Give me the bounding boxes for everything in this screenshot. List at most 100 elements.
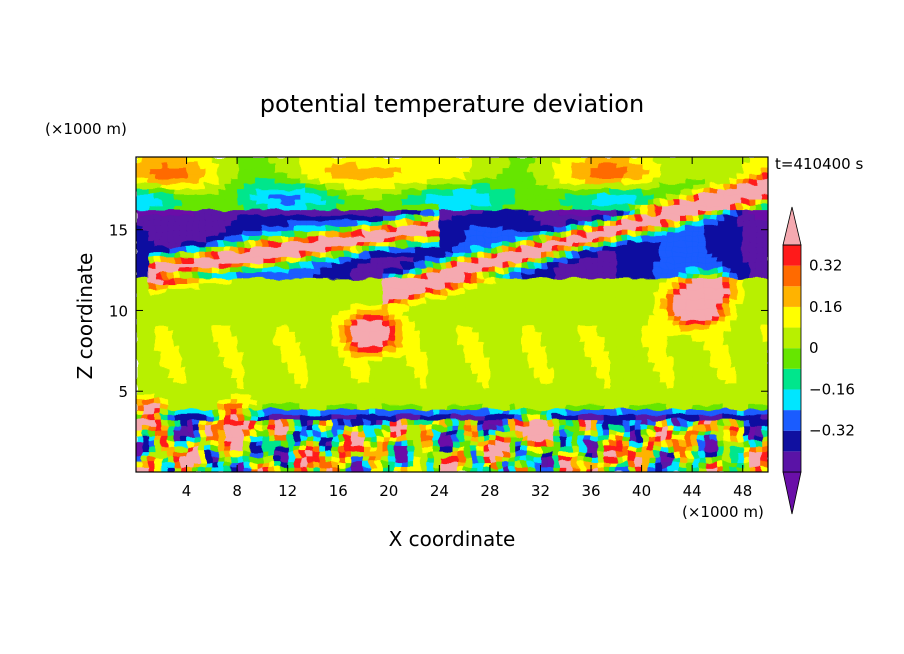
contour-cell bbox=[761, 424, 768, 431]
contour-cell bbox=[369, 351, 377, 358]
contour-cell bbox=[584, 393, 592, 400]
contour-cell bbox=[496, 256, 504, 263]
contour-cell bbox=[256, 288, 263, 295]
contour-cell bbox=[148, 419, 156, 426]
contour-cell bbox=[597, 209, 605, 216]
contour-cell bbox=[243, 377, 251, 384]
contour-cell bbox=[407, 241, 415, 247]
contour-cell bbox=[685, 340, 693, 347]
contour-cell bbox=[534, 241, 542, 247]
contour-cell bbox=[717, 319, 725, 326]
contour-cell bbox=[180, 409, 188, 415]
contour-cell bbox=[230, 419, 238, 426]
contour-cell bbox=[483, 225, 491, 232]
contour-cell bbox=[578, 272, 586, 279]
contour-cell bbox=[597, 230, 605, 237]
contour-cell bbox=[414, 372, 421, 379]
contour-cell bbox=[388, 325, 396, 331]
contour-cell bbox=[192, 393, 200, 400]
contour-cell bbox=[287, 283, 295, 289]
contour-cell bbox=[148, 424, 156, 431]
contour-cell bbox=[237, 367, 245, 373]
contour-cell bbox=[173, 314, 181, 321]
contour-cell bbox=[502, 419, 510, 426]
contour-cell bbox=[692, 293, 700, 300]
contour-cell bbox=[635, 314, 643, 321]
contour-cell bbox=[755, 314, 763, 321]
contour-cell bbox=[641, 445, 649, 452]
contour-cell bbox=[483, 419, 491, 426]
contour-cell bbox=[477, 451, 485, 457]
contour-cell bbox=[433, 262, 440, 268]
contour-cell bbox=[167, 440, 175, 447]
contour-cell bbox=[755, 435, 763, 442]
contour-cell bbox=[616, 435, 624, 442]
contour-cell bbox=[243, 466, 251, 472]
contour-cell bbox=[635, 382, 643, 389]
contour-cell bbox=[477, 225, 485, 232]
contour-cell bbox=[363, 461, 371, 468]
contour-cell bbox=[565, 256, 573, 263]
contour-cell bbox=[426, 367, 434, 373]
contour-cell bbox=[275, 246, 282, 253]
contour-cell bbox=[287, 256, 295, 263]
contour-cell bbox=[534, 382, 542, 389]
contour-cell bbox=[654, 230, 662, 237]
contour-cell bbox=[483, 293, 491, 300]
contour-cell bbox=[610, 409, 617, 415]
contour-cell bbox=[186, 283, 194, 289]
contour-cell bbox=[319, 325, 327, 331]
contour-cell bbox=[414, 451, 421, 457]
contour-cell bbox=[755, 388, 763, 394]
contour-cell bbox=[180, 246, 188, 253]
contour-cell bbox=[382, 424, 390, 431]
contour-cell bbox=[603, 424, 611, 431]
contour-cell bbox=[357, 241, 365, 247]
contour-cell bbox=[357, 403, 365, 410]
contour-cell bbox=[325, 272, 333, 279]
contour-cell bbox=[420, 277, 428, 284]
contour-cell bbox=[363, 288, 371, 295]
contour-cell bbox=[256, 388, 263, 394]
contour-cell bbox=[249, 298, 257, 305]
contour-cell bbox=[230, 372, 238, 379]
contour-cell bbox=[559, 361, 567, 368]
contour-cell bbox=[622, 430, 630, 436]
contour-cell bbox=[477, 440, 485, 447]
contour-cell bbox=[755, 293, 763, 300]
contour-cell bbox=[249, 330, 257, 337]
contour-cell bbox=[167, 293, 175, 300]
contour-cell bbox=[382, 377, 390, 384]
contour-cell bbox=[287, 235, 295, 242]
contour-cell bbox=[711, 346, 719, 352]
contour-cell bbox=[161, 388, 169, 394]
contour-cell bbox=[502, 461, 510, 468]
contour-cell bbox=[692, 346, 700, 352]
contour-cell bbox=[559, 356, 567, 363]
contour-cell bbox=[502, 388, 510, 394]
contour-cell bbox=[515, 214, 523, 221]
contour-cell bbox=[243, 388, 251, 394]
contour-cell bbox=[376, 356, 384, 363]
contour-cell bbox=[395, 220, 403, 226]
contour-cell bbox=[559, 377, 567, 384]
contour-cell bbox=[508, 241, 516, 247]
contour-cell bbox=[376, 372, 384, 379]
contour-cell bbox=[395, 461, 403, 468]
contour-cell bbox=[755, 372, 763, 379]
contour-cell bbox=[616, 393, 624, 400]
contour-cell bbox=[136, 419, 143, 426]
contour-cell bbox=[553, 361, 561, 368]
contour-cell bbox=[325, 325, 333, 331]
contour-cell bbox=[698, 277, 706, 284]
contour-cell bbox=[616, 372, 624, 379]
contour-cell bbox=[331, 409, 339, 415]
contour-cell bbox=[603, 414, 611, 421]
contour-cell bbox=[730, 251, 737, 258]
contour-cell bbox=[357, 230, 365, 237]
contour-cell bbox=[647, 272, 655, 279]
contour-cell bbox=[723, 230, 731, 237]
contour-cell bbox=[698, 361, 706, 368]
contour-cell bbox=[483, 230, 491, 237]
contour-cell bbox=[591, 241, 598, 247]
